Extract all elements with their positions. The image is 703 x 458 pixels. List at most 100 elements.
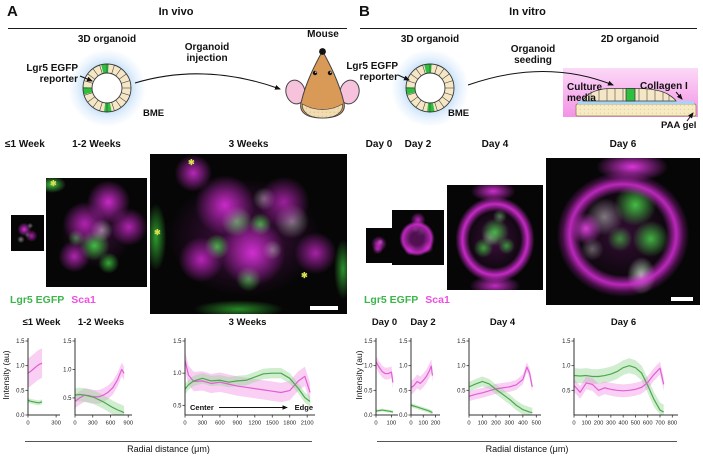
svg-text:0.5: 0.5: [63, 396, 72, 402]
collagen-label: Collagen I: [640, 81, 688, 92]
svg-text:1.5: 1.5: [16, 339, 25, 345]
svg-text:1.5: 1.5: [173, 339, 182, 345]
mouse-eye-left-glint: [315, 71, 317, 73]
micro-label-b-day2: Day 2: [404, 139, 432, 150]
svg-text:1.0: 1.0: [364, 364, 373, 370]
svg-text:1.5: 1.5: [562, 339, 571, 345]
svg-text:0.5: 0.5: [16, 388, 25, 394]
egfp-cell-2d: [625, 88, 636, 102]
legend-a: Lgr5 EGFP Sca1: [10, 294, 96, 306]
chart-b-day0: Day 0 0.0 0.5 1.0 1.5 0 100: [361, 317, 408, 430]
svg-text:0.0: 0.0: [16, 413, 25, 419]
chart-b-day4: Day 4 0.5 1.0 1.5 0 100 200 300 400 500: [454, 317, 551, 430]
chart-plot-b4: 0.5 1.0 1.5 0 100 200 300 400 500 600 700 800: [562, 338, 678, 427]
seeding-label-line1: Organoid: [510, 44, 556, 55]
micro-label-a-weeks12: 1-2 Weeks: [72, 139, 121, 150]
reporter-label-b: Lgr5 EGFP reporter: [346, 61, 398, 83]
svg-text:500: 500: [531, 421, 541, 427]
svg-text:1.5: 1.5: [63, 339, 72, 345]
svg-text:0: 0: [73, 421, 76, 427]
chart-title: Day 6: [610, 317, 637, 328]
y-axis-label-a: Intensity (au): [1, 350, 11, 400]
collagen-layer: [578, 101, 694, 105]
svg-text:0: 0: [26, 421, 29, 427]
micro-label-b-day4: Day 4: [481, 139, 509, 150]
svg-text:0.5: 0.5: [457, 388, 466, 394]
organoid-3d-diagram-a: [68, 49, 146, 127]
micrograph-a-weeks3: [150, 154, 347, 314]
panel-b-header: In vitro: [509, 6, 546, 18]
micrograph-a-weeks12: [46, 178, 147, 287]
legend-a-sca1: Sca1: [71, 294, 96, 306]
svg-text:100: 100: [581, 421, 591, 427]
seeding-label-line2: seeding: [514, 55, 552, 66]
injection-label: Organoid injection: [172, 42, 242, 64]
culture-media-label-line2: media: [567, 93, 596, 104]
svg-text:1500: 1500: [266, 421, 279, 427]
svg-text:300: 300: [51, 421, 61, 427]
chart-title: Day 0: [371, 317, 398, 328]
bme-label-a: BME: [143, 108, 165, 119]
svg-text:100: 100: [387, 421, 397, 427]
svg-text:Center: Center: [190, 403, 214, 412]
svg-text:1.5: 1.5: [364, 339, 373, 345]
micrograph-b-day0: [366, 228, 392, 263]
scale-bar: [671, 297, 693, 301]
svg-text:1.5: 1.5: [457, 339, 466, 345]
paa-gel-slab: [575, 103, 697, 117]
svg-text:600: 600: [215, 421, 225, 427]
asterisk-marker: ✱: [154, 228, 161, 237]
svg-text:500: 500: [631, 421, 641, 427]
svg-text:1.0: 1.0: [399, 364, 408, 370]
svg-text:600: 600: [643, 421, 653, 427]
svg-text:1200: 1200: [248, 421, 261, 427]
chart-plot-b3: 0.5 1.0 1.5 0 100 200 300 400 500: [457, 338, 541, 427]
svg-text:200: 200: [594, 421, 604, 427]
panel-a-header: In vivo: [158, 6, 194, 18]
svg-text:1.0: 1.0: [457, 364, 466, 370]
chart-a-weeks12: 1-2 Weeks 0.5 1.0 1.5 0 300 600 900: [60, 317, 142, 430]
micrograph-b-day4: [447, 185, 543, 290]
svg-text:1.0: 1.0: [63, 367, 72, 373]
x-axis-rule-a: [25, 441, 312, 442]
dome-cell-separators: [590, 88, 670, 101]
mouse-eye-left: [312, 70, 318, 76]
seeding-label: Organoid seeding: [498, 44, 568, 66]
svg-text:2100: 2100: [301, 421, 314, 427]
svg-text:0.0: 0.0: [399, 413, 408, 419]
mouse-illustration: [285, 48, 360, 119]
paa-gel-label: PAA gel: [661, 120, 697, 131]
bme-label-b: BME: [448, 108, 470, 119]
svg-text:700: 700: [655, 421, 665, 427]
scale-bar: [310, 306, 338, 310]
micro-label-b-day6: Day 6: [609, 139, 637, 150]
panel-b-letter: B: [359, 3, 370, 20]
svg-text:200: 200: [431, 421, 441, 427]
chart-title: Day 4: [489, 317, 516, 328]
svg-text:0: 0: [572, 421, 575, 427]
micro-label-b-day0: Day 0: [365, 139, 393, 150]
micrograph-b-day2: [392, 210, 444, 265]
svg-text:800: 800: [667, 421, 677, 427]
asterisk-marker: ✱: [50, 179, 57, 188]
x-axis-rule-b: [377, 441, 677, 442]
svg-text:200: 200: [491, 421, 501, 427]
legend-b: Lgr5 EGFP Sca1: [364, 294, 450, 306]
legend-b-sca1: Sca1: [425, 294, 450, 306]
injection-label-line2: injection: [186, 53, 228, 64]
svg-text:1.0: 1.0: [562, 364, 571, 370]
chart-a-week1: ≤1 Week 0.0 0.5 1.0 1.5 0 300: [13, 317, 70, 430]
organoid-2d-label: 2D organoid: [600, 34, 660, 45]
svg-text:1.5: 1.5: [399, 339, 408, 345]
culture-media-label: Culture media: [567, 82, 602, 104]
chart-title: 1-2 Weeks: [77, 317, 125, 328]
svg-text:0.5: 0.5: [364, 388, 373, 394]
svg-text:0.5: 0.5: [562, 388, 571, 394]
legend-a-egfp: Lgr5 EGFP: [10, 294, 65, 306]
micrograph-a-week1: [11, 215, 44, 251]
svg-text:100: 100: [418, 421, 428, 427]
chart-b-day6: Day 6 0.5 1.0 1.5 0 100 200 300 400 500 600 700 800: [559, 317, 688, 430]
reporter-label-a-line1: Lgr5 EGFP: [26, 63, 78, 74]
reporter-label-a-line2: reporter: [39, 74, 78, 85]
